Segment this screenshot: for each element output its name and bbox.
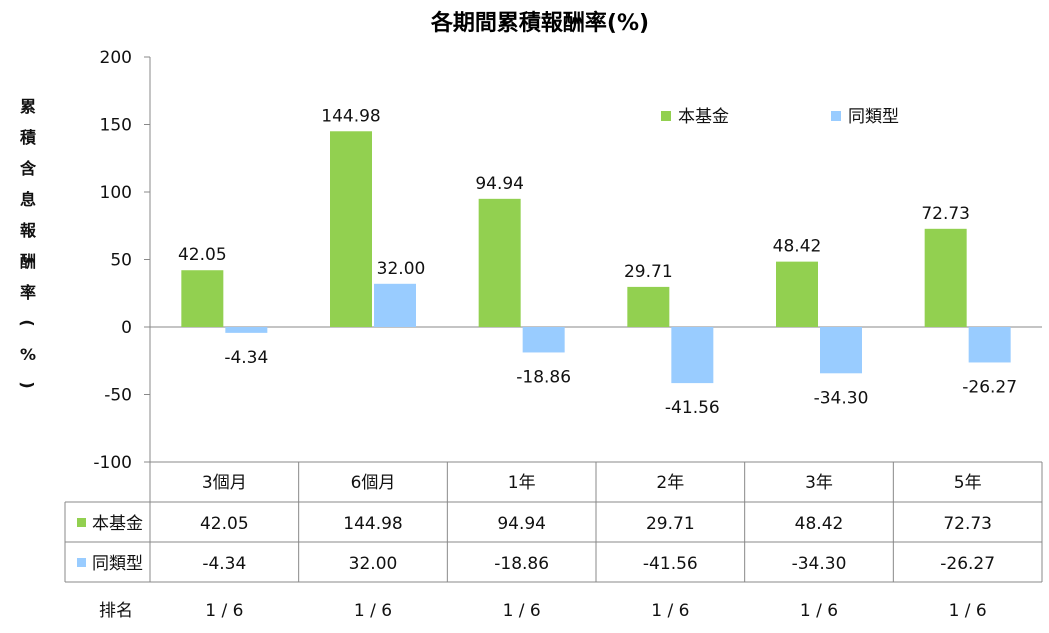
bar-同類型-3年 xyxy=(820,327,862,374)
bar-同類型-2年 xyxy=(671,327,714,384)
y-axis-label-char: 累 xyxy=(20,97,36,116)
bar-本基金-2年 xyxy=(627,286,670,327)
table-cell: 42.05 xyxy=(200,514,249,534)
y-axis-label-char: 率 xyxy=(20,283,36,302)
table-cell: 72.73 xyxy=(943,514,992,534)
data-label: -41.56 xyxy=(665,398,720,418)
table-cell: -41.56 xyxy=(643,554,698,574)
data-label: 48.42 xyxy=(773,237,822,257)
bar-同類型-6個月 xyxy=(374,283,416,327)
category-label: 3個月 xyxy=(202,473,247,493)
table-series-name: 本基金 xyxy=(92,514,143,534)
legend-label: 同類型 xyxy=(848,107,899,127)
y-axis-label-char: 積 xyxy=(19,128,37,147)
bar-本基金-3年 xyxy=(776,261,818,327)
table-cell: 94.94 xyxy=(497,514,546,534)
data-label: -34.30 xyxy=(814,388,869,408)
y-tick-label: 150 xyxy=(100,116,132,136)
bar-本基金-6個月 xyxy=(330,131,372,327)
category-label: 5年 xyxy=(954,473,982,493)
bar-本基金-3個月 xyxy=(181,270,224,327)
y-axis-label-char: 息 xyxy=(20,190,36,209)
data-label: -4.34 xyxy=(224,348,268,368)
category-label: 2年 xyxy=(656,473,684,493)
table-series-name: 同類型 xyxy=(92,554,143,574)
data-label: 42.05 xyxy=(178,245,227,265)
table-cell: -34.30 xyxy=(792,554,847,574)
rank-cell: 1 / 6 xyxy=(205,601,243,621)
bar-本基金-5年 xyxy=(924,228,967,327)
bar-本基金-1年 xyxy=(478,198,521,327)
bar-同類型-3個月 xyxy=(225,327,268,333)
data-label: 29.71 xyxy=(624,262,673,282)
table-cell: 144.98 xyxy=(343,514,402,534)
bar-同類型-5年 xyxy=(968,327,1011,363)
data-label: -18.86 xyxy=(516,367,571,387)
data-label: 94.94 xyxy=(475,174,524,194)
legend-swatch-本基金 xyxy=(661,111,671,121)
rank-row-label: 排名 xyxy=(99,601,133,621)
table-cell: 29.71 xyxy=(646,514,695,534)
y-tick-label: 50 xyxy=(110,251,132,271)
bar-同類型-1年 xyxy=(522,327,565,353)
table-cell: -26.27 xyxy=(940,554,995,574)
legend-label: 本基金 xyxy=(678,107,729,127)
table-cell: 48.42 xyxy=(795,514,844,534)
rank-cell: 1 / 6 xyxy=(949,601,987,621)
table-swatch-本基金 xyxy=(77,518,86,527)
chart-title: 各期間累積報酬率(%) xyxy=(430,10,649,36)
y-tick-label: 0 xyxy=(121,318,132,338)
table-swatch-同類型 xyxy=(77,558,86,567)
data-label: 144.98 xyxy=(321,106,380,126)
data-label: 32.00 xyxy=(377,259,426,279)
rank-cell: 1 / 6 xyxy=(651,601,689,621)
data-label: 72.73 xyxy=(921,204,970,224)
rank-cell: 1 / 6 xyxy=(354,601,392,621)
rank-cell: 1 / 6 xyxy=(800,601,838,621)
y-tick-label: -50 xyxy=(104,386,132,406)
bars: 42.05 -4.34 144.98 32.00 94.94 -18.86 29.71 -41… xyxy=(178,106,1017,418)
y-tick-label: -100 xyxy=(93,453,132,473)
y-axis-label-char: % xyxy=(20,345,36,364)
y-axis-label-char: ) xyxy=(18,381,37,388)
legend: 本基金 同類型 xyxy=(661,107,899,127)
y-tick-label: 200 xyxy=(100,48,132,68)
y-tick-label: 100 xyxy=(100,183,132,203)
rank-cell: 1 / 6 xyxy=(503,601,541,621)
table-cell: -18.86 xyxy=(494,554,549,574)
y-axis-label-char: 報 xyxy=(20,221,37,240)
category-label: 1年 xyxy=(508,473,536,493)
axes: 200 150 100 50 0 -50 -100 xyxy=(93,48,1042,582)
table-cell: 32.00 xyxy=(349,554,398,574)
legend-swatch-同類型 xyxy=(831,111,841,121)
table-cell: -4.34 xyxy=(202,554,246,574)
y-axis-label-char: 酬 xyxy=(20,252,36,271)
y-axis-label-char: ( xyxy=(18,319,37,326)
category-label: 6個月 xyxy=(351,473,396,493)
category-label: 3年 xyxy=(805,473,833,493)
y-axis-label-char: 含 xyxy=(20,159,37,178)
data-label: -26.27 xyxy=(962,377,1017,397)
